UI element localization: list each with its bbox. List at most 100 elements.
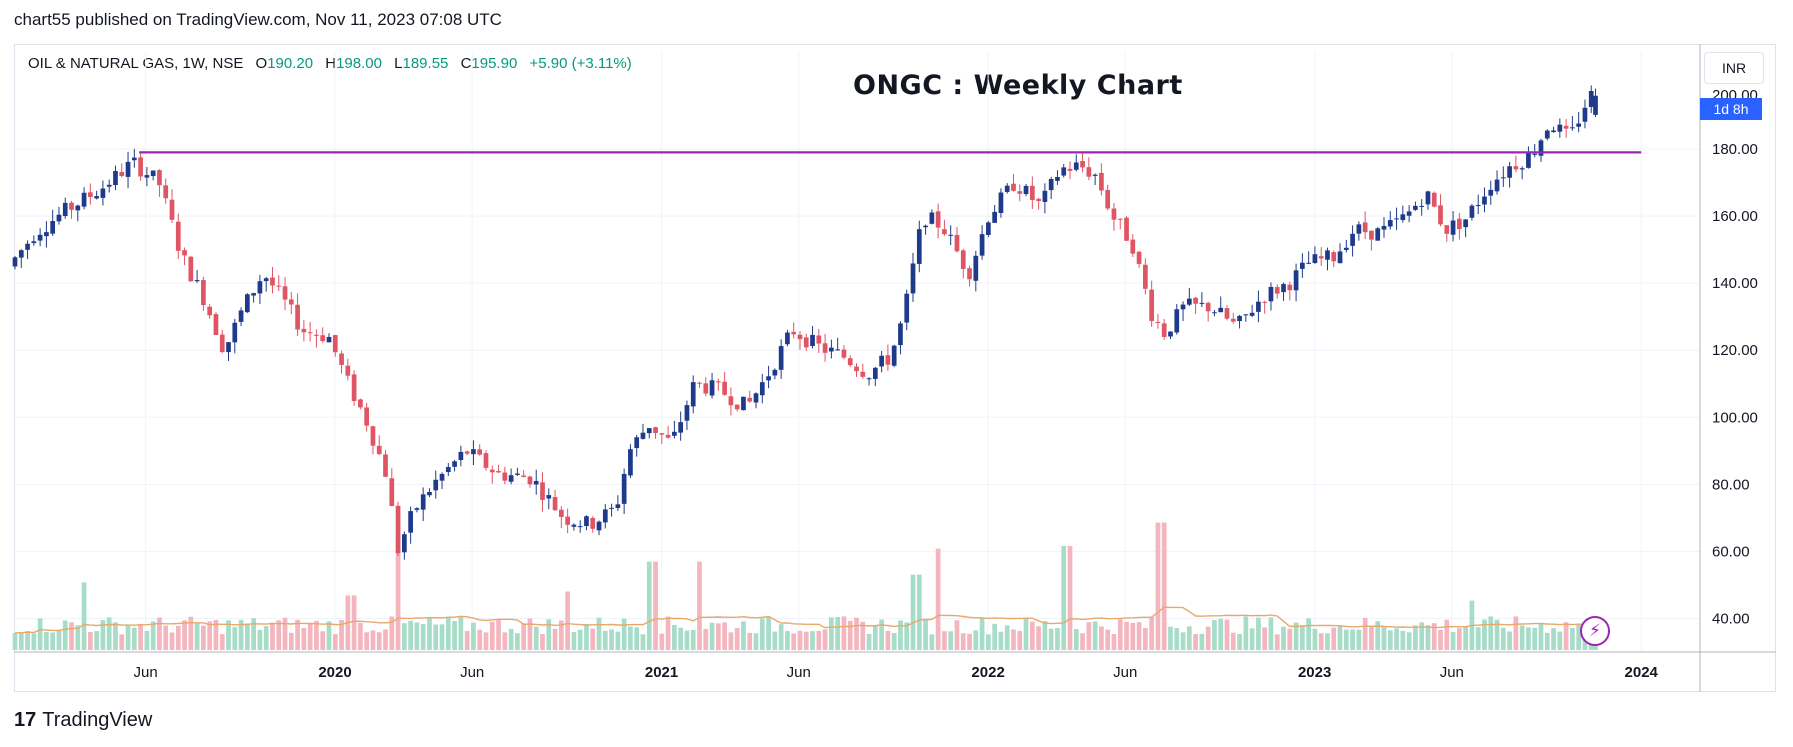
volume-bar xyxy=(12,633,18,650)
currency-button[interactable]: INR xyxy=(1704,52,1764,84)
candle-body xyxy=(527,476,533,485)
volume-bar xyxy=(31,633,37,650)
candle-body xyxy=(1576,123,1582,127)
candle-body xyxy=(684,405,690,421)
lightning-bolt-icon[interactable]: ⚡ xyxy=(1580,616,1610,646)
candle-body xyxy=(94,196,99,199)
volume-bar xyxy=(207,621,213,650)
volume-bar xyxy=(1563,622,1569,650)
candle-body xyxy=(201,280,206,306)
candle-body xyxy=(634,437,640,449)
candle-body xyxy=(125,161,131,177)
volume-bar xyxy=(1394,628,1399,650)
volume-bar xyxy=(1337,625,1343,650)
volume-bar xyxy=(577,629,583,650)
candle-body xyxy=(1343,247,1349,250)
volume-bar xyxy=(408,620,413,650)
volume-bar xyxy=(697,561,702,650)
candle-body xyxy=(238,310,244,322)
volume-bar xyxy=(1312,628,1318,650)
volume-bar xyxy=(835,616,841,650)
candle-body xyxy=(1593,95,1598,115)
candle-body xyxy=(785,332,790,345)
time-tick-label: 2020 xyxy=(318,664,351,681)
candle-body xyxy=(910,263,916,294)
candle-body xyxy=(1500,177,1506,179)
candle-body xyxy=(1256,301,1261,312)
volume-bar xyxy=(803,631,809,650)
candle-body xyxy=(508,475,514,482)
candle-body xyxy=(954,234,960,252)
volume-bar xyxy=(1174,628,1180,650)
volume-bar xyxy=(1262,627,1268,650)
volume-bar xyxy=(1494,619,1500,650)
volume-bar xyxy=(1381,626,1387,650)
volume-ma-line xyxy=(14,606,1596,634)
candle-body xyxy=(131,157,137,161)
candle-body xyxy=(747,397,753,402)
candle-body xyxy=(590,517,596,529)
volume-bar xyxy=(1017,630,1023,650)
candle-body xyxy=(339,353,344,365)
candle-body xyxy=(734,404,740,410)
volume-bar xyxy=(37,618,43,650)
volume-bar xyxy=(464,630,470,650)
candle-body xyxy=(376,445,382,455)
candle-body xyxy=(345,365,351,376)
candle-body xyxy=(1444,225,1450,234)
candle-body xyxy=(307,332,313,334)
candle-body xyxy=(935,211,941,228)
candle-body xyxy=(596,521,602,531)
candle-body xyxy=(835,349,841,351)
volume-bar xyxy=(609,629,614,650)
volume-bar xyxy=(1450,632,1456,650)
candle-body xyxy=(1300,262,1305,269)
candle-body xyxy=(552,497,558,511)
volume-bar xyxy=(791,633,797,650)
volume-bar xyxy=(1532,627,1538,650)
candle-body xyxy=(847,358,853,366)
candle-body xyxy=(44,232,49,237)
volume-bar xyxy=(1356,629,1362,650)
volume-bar xyxy=(44,632,49,650)
symbol-label[interactable]: OIL & NATURAL GAS, 1W, NSE xyxy=(28,55,244,72)
candle-body xyxy=(408,511,413,533)
volume-bar xyxy=(1237,634,1242,650)
volume-bar xyxy=(483,632,489,650)
candle-body xyxy=(301,328,307,333)
volume-bar xyxy=(1318,633,1324,650)
candle-body xyxy=(565,516,570,525)
volume-bar xyxy=(1224,619,1230,650)
volume-bar xyxy=(1149,616,1155,650)
candle-body xyxy=(1117,218,1123,220)
candle-body xyxy=(119,171,125,176)
volume-bar xyxy=(194,623,200,650)
tradingview-logo[interactable]: 17 TradingView xyxy=(14,709,152,732)
volume-bar xyxy=(653,561,658,650)
candle-body xyxy=(395,505,401,554)
volume-bar xyxy=(866,633,872,650)
volume-bar xyxy=(188,616,194,650)
candle-body xyxy=(653,427,658,433)
volume-bar xyxy=(1375,621,1381,650)
candle-body xyxy=(1023,185,1029,195)
volume-bar xyxy=(515,633,520,650)
candle-body xyxy=(1268,286,1274,302)
volume-bar xyxy=(1268,617,1274,650)
candle-body xyxy=(1149,289,1155,321)
candle-body xyxy=(1168,331,1173,337)
volume-bar xyxy=(25,631,30,650)
candle-body xyxy=(483,453,489,468)
candle-body xyxy=(1055,176,1060,181)
low-value: 189.55 xyxy=(402,55,449,72)
candle-body xyxy=(829,347,834,352)
candle-body xyxy=(1551,130,1556,133)
volume-bar xyxy=(1570,627,1575,650)
candle-body xyxy=(175,221,181,251)
candle-body xyxy=(138,157,143,177)
volume-bar xyxy=(640,634,646,650)
candle-body xyxy=(69,202,74,210)
candle-body xyxy=(1293,270,1299,291)
candle-body xyxy=(791,331,797,335)
